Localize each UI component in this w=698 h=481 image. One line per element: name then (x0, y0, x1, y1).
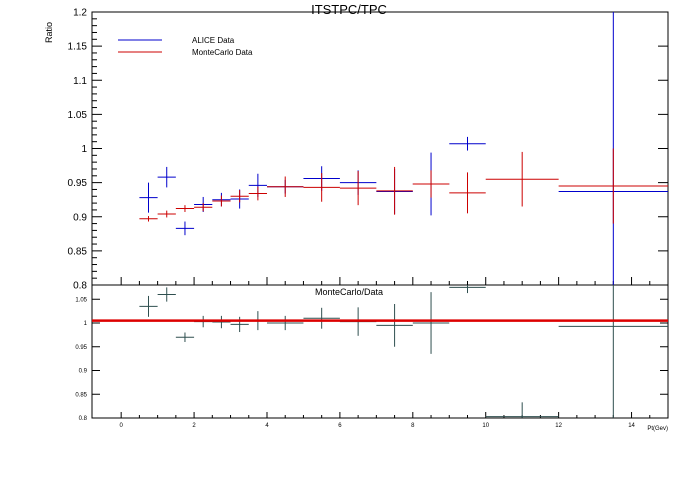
ratio-data-point (230, 316, 249, 333)
montecarlo-data-point (303, 173, 340, 202)
x-tick-label: 0 (119, 423, 123, 429)
legend-label: ALICE Data (192, 36, 235, 45)
ratio-data-point (449, 285, 486, 294)
x-tick-label: 8 (411, 423, 415, 429)
x-tick-label: 10 (482, 423, 489, 429)
alice-data-point (449, 136, 486, 151)
montecarlo-data-point (175, 205, 195, 212)
ratio-y-tick-label: 0.85 (75, 392, 87, 398)
ratio-y-tick-label: 0.8 (79, 416, 88, 422)
montecarlo-data-point (212, 195, 231, 207)
montecarlo-data-point (339, 171, 377, 206)
x-tick-label: 6 (338, 423, 342, 429)
ratio-panel-title: MonteCarlo/Data (315, 287, 383, 297)
alice-data-point (157, 166, 176, 188)
plot-layer: 0.8 0.85 0.9 0.95 1 1.05 1.1 1.15 1.2 0 2 4 6 8 10 12 14… (68, 8, 669, 429)
alice-data-point (175, 221, 195, 236)
montecarlo-data-point (248, 186, 267, 201)
montecarlo-data-point (449, 172, 486, 214)
y-axis-label: Ratio (44, 22, 54, 43)
legend-label: MonteCarlo Data (192, 48, 253, 57)
ratio-y-tick-label: 0.9 (79, 369, 88, 375)
x-tick-label: 2 (192, 423, 196, 429)
ratio-y-tick-label: 1 (84, 321, 88, 327)
x-tick-label: 14 (628, 423, 635, 429)
x-axis-label: Pt(Gev) (647, 426, 668, 432)
top-y-tick-label: 1.15 (68, 42, 88, 53)
ratio-plot-frame (91, 284, 669, 419)
montecarlo-data-point (139, 216, 158, 222)
ratio-data-point (157, 287, 176, 302)
montecarlo-data-point (376, 166, 413, 215)
montecarlo-data-point (485, 151, 559, 207)
top-y-tick-label: 1.1 (73, 76, 87, 87)
ratio-data-point (376, 304, 413, 347)
ratio-data-point (303, 307, 340, 329)
x-tick-label: 12 (555, 423, 562, 429)
ratio-y-tick-label: 1.05 (75, 297, 87, 303)
top-y-tick-label: 0.95 (68, 178, 88, 189)
montecarlo-data-point (194, 203, 213, 212)
alice-data-point (139, 182, 158, 213)
ratio-data-point (412, 292, 450, 354)
top-y-tick-label: 0.8 (73, 281, 87, 292)
ratio-y-tick-label: 0.95 (75, 345, 87, 351)
montecarlo-data-point (412, 170, 450, 198)
top-plot-frame (91, 11, 669, 286)
montecarlo-data-point (558, 148, 668, 224)
top-y-tick-label: 1.05 (68, 110, 88, 121)
ratio-data-point (175, 332, 195, 342)
top-y-tick-label: 0.9 (73, 212, 87, 223)
top-y-tick-label: 1.2 (73, 8, 87, 19)
montecarlo-data-point (157, 210, 176, 218)
chart-title: ITSTPC/TPC (311, 2, 387, 17)
ratio-data-point (212, 315, 231, 329)
montecarlo-data-point (266, 176, 304, 197)
top-y-tick-label: 1 (81, 144, 87, 155)
montecarlo-data-point (230, 190, 249, 203)
ratio-data-point (139, 295, 158, 317)
ratio-data-point (485, 402, 559, 418)
x-tick-label: 4 (265, 423, 269, 429)
ratio-data-point (266, 315, 304, 331)
ratio-data-point (558, 285, 668, 418)
top-y-tick-label: 0.85 (68, 246, 88, 257)
